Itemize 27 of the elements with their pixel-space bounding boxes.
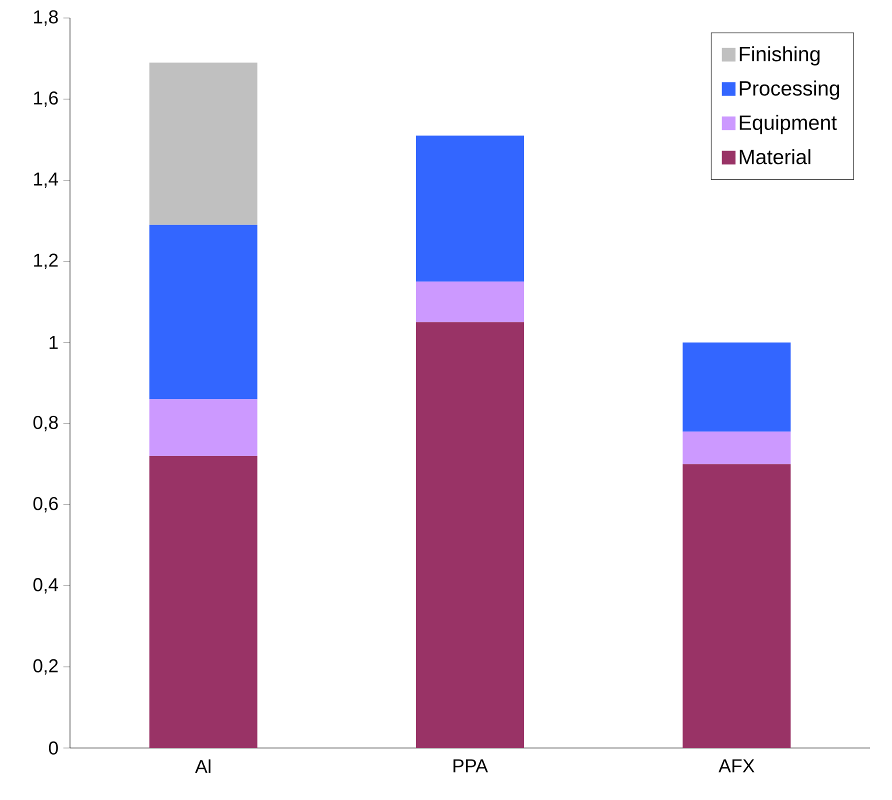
y-tick-label: 0: [48, 741, 58, 755]
x-tick-label: AFX: [718, 759, 754, 772]
y-tick-label: 1,6: [34, 91, 58, 107]
bar: [682, 342, 791, 432]
bar: [416, 322, 524, 748]
legend-label: Material: [740, 149, 810, 164]
bar: [149, 456, 258, 748]
y-tick-label: 1,4: [34, 172, 58, 188]
bar: [682, 432, 791, 464]
y-tick-label: 0,6: [33, 496, 58, 512]
bar: [416, 282, 524, 322]
y-tick-label: 0,4: [33, 578, 58, 594]
legend-label: Finishing: [740, 46, 820, 66]
y-tick-label: 0,2: [33, 659, 58, 675]
y-tick-label: 1,8: [34, 10, 58, 26]
legend-label: Processing: [740, 80, 840, 100]
bar: [682, 464, 791, 748]
y-tick-label: 0,8: [33, 416, 58, 432]
legend-label: Equipment: [740, 114, 837, 134]
bar: [149, 399, 258, 456]
x-tick-label: Al: [195, 759, 210, 773]
y-tick-label: 1,2: [34, 254, 58, 270]
y-tick-label: 1: [50, 336, 58, 349]
bar: [149, 224, 258, 400]
x-tick-label: PPA: [454, 759, 488, 772]
bar: [416, 136, 524, 282]
bar: [149, 62, 258, 225]
